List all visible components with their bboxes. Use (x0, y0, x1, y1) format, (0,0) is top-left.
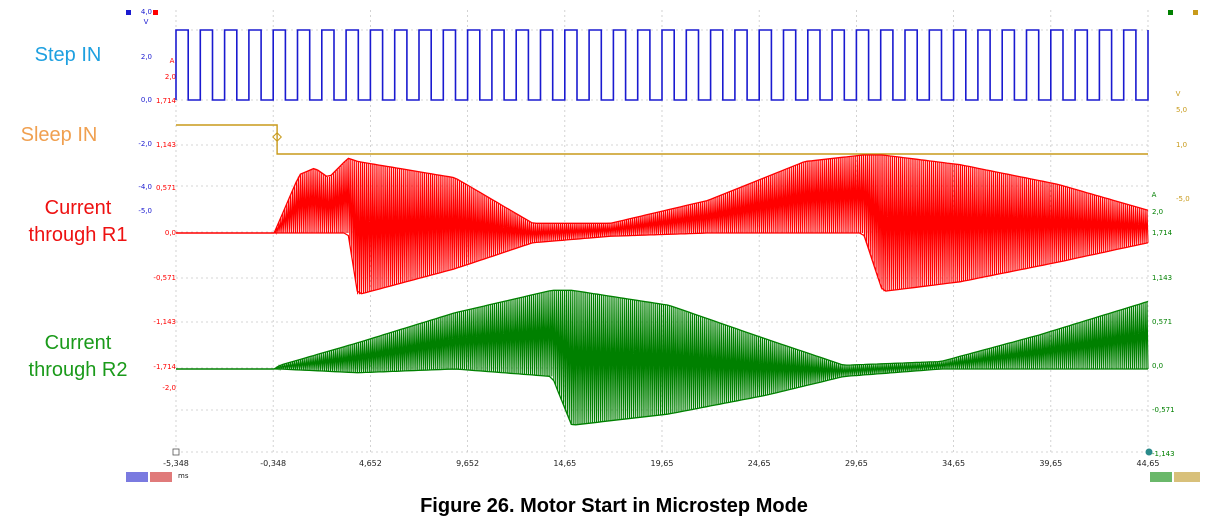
left-scale-label-red: -1,714 (153, 363, 176, 371)
right-scale-label-green: -1,143 (1152, 450, 1175, 458)
r2-current-trace (273, 290, 1149, 426)
x-tick-label: 4,652 (359, 459, 382, 468)
left-scale-label-red: -2,0 (162, 384, 176, 392)
right-scale-label-green: 0,571 (1152, 318, 1172, 326)
sleep-in-label-text: Sleep IN (20, 124, 98, 146)
right-unit-green: A (1152, 191, 1157, 199)
r1-current-upper-envelope (273, 154, 1149, 234)
x-tick-label: 19,65 (651, 459, 674, 468)
r1-label-line2: through R1 (28, 224, 128, 246)
x-tick-label: -5,348 (163, 459, 189, 468)
r2-current-upper-envelope (273, 289, 1149, 370)
r2-current-lower-envelope (274, 368, 1148, 426)
cursor-right-marker (1145, 448, 1153, 456)
x-tick-label: -0,348 (260, 459, 286, 468)
right-scale-label-gold: -5,0 (1176, 195, 1190, 203)
right-scale-label-green: -0,571 (1152, 406, 1175, 414)
sleep-in-trigger-marker (272, 132, 283, 142)
x-tick-label: 34,65 (942, 459, 965, 468)
right-scale-label-green: 1,714 (1152, 229, 1173, 237)
step-in-label-text: Step IN (34, 44, 102, 66)
left-scale-label-blue: 0,0 (141, 96, 152, 104)
channel-marker-green (1168, 10, 1173, 15)
x-tick-label: 44,65 (1137, 459, 1160, 468)
left-scale-label-red: 0,571 (156, 184, 176, 192)
chip-gold (1174, 472, 1200, 482)
x-axis-ticks: -5,348 -0,348 4,652 9,652 14,65 19,65 24,65 29,… (163, 459, 1159, 480)
channel-marker-red (153, 10, 158, 15)
chip-green (1150, 472, 1172, 482)
r1-label-line1: Current (44, 197, 112, 219)
r2-current-label: Current through R2 (4, 330, 152, 384)
sleep-in-trace (176, 124, 1148, 155)
r1-current-label: Current through R1 (4, 195, 152, 249)
left-scale-label-blue: -2,0 (138, 140, 152, 148)
r1-current-lower-envelope (274, 232, 1149, 295)
left-unit-blue: V (144, 18, 149, 26)
chip-red (150, 472, 172, 482)
left-scale-label-blue: -4,0 (138, 183, 152, 191)
left-scale-label-red: 2,0 (165, 73, 176, 81)
channel-chips (126, 10, 1200, 482)
right-scale-label-gold: 5,0 (1176, 106, 1187, 114)
cursor-left-marker (172, 448, 180, 456)
left-scale-label-blue: -5,0 (138, 207, 152, 215)
left-scale-label-red: -1,143 (153, 318, 176, 326)
step-in-trace (175, 29, 1149, 101)
r2-label-line1: Current (44, 332, 112, 354)
left-scale-label-red: 1,714 (156, 97, 177, 105)
left-scale-label-red: 1,143 (156, 141, 176, 149)
left-scale-label-red: 0,0 (165, 229, 176, 237)
x-tick-label: 24,65 (748, 459, 771, 468)
channel-marker-blue (126, 10, 131, 15)
right-scale-label-green: 0,0 (1152, 362, 1163, 370)
right-scale-label-green: 2,0 (1152, 208, 1163, 216)
x-tick-label: 9,652 (456, 459, 479, 468)
right-unit-gold: V (1176, 90, 1181, 98)
x-tick-label: 39,65 (1039, 459, 1062, 468)
left-scale-label-blue: 2,0 (141, 53, 152, 61)
sleep-in-label: Sleep IN (4, 122, 114, 149)
step-in-label: Step IN (18, 42, 118, 69)
right-scale-label-gold: 1,0 (1176, 141, 1187, 149)
x-tick-label: 29,65 (845, 459, 868, 468)
left-scale-label-red: -0,571 (153, 274, 176, 282)
chip-blue (126, 472, 148, 482)
traces (175, 29, 1149, 426)
left-unit-red: A (170, 57, 175, 65)
x-tick-label: 14,65 (553, 459, 576, 468)
channel-marker-gold (1193, 10, 1198, 15)
x-unit-label: ms (178, 472, 189, 480)
axis-scales: 4,0 2,0 0,0 -2,0 -4,0 -5,0 V 2,0 1,714 1,143 0,571… (138, 8, 1189, 458)
r2-label-line2: through R2 (28, 359, 128, 381)
figure-caption: Figure 26. Motor Start in Microstep Mode (420, 495, 808, 517)
left-scale-label-blue: 4,0 (141, 8, 152, 16)
right-scale-label-green: 1,143 (1152, 274, 1172, 282)
